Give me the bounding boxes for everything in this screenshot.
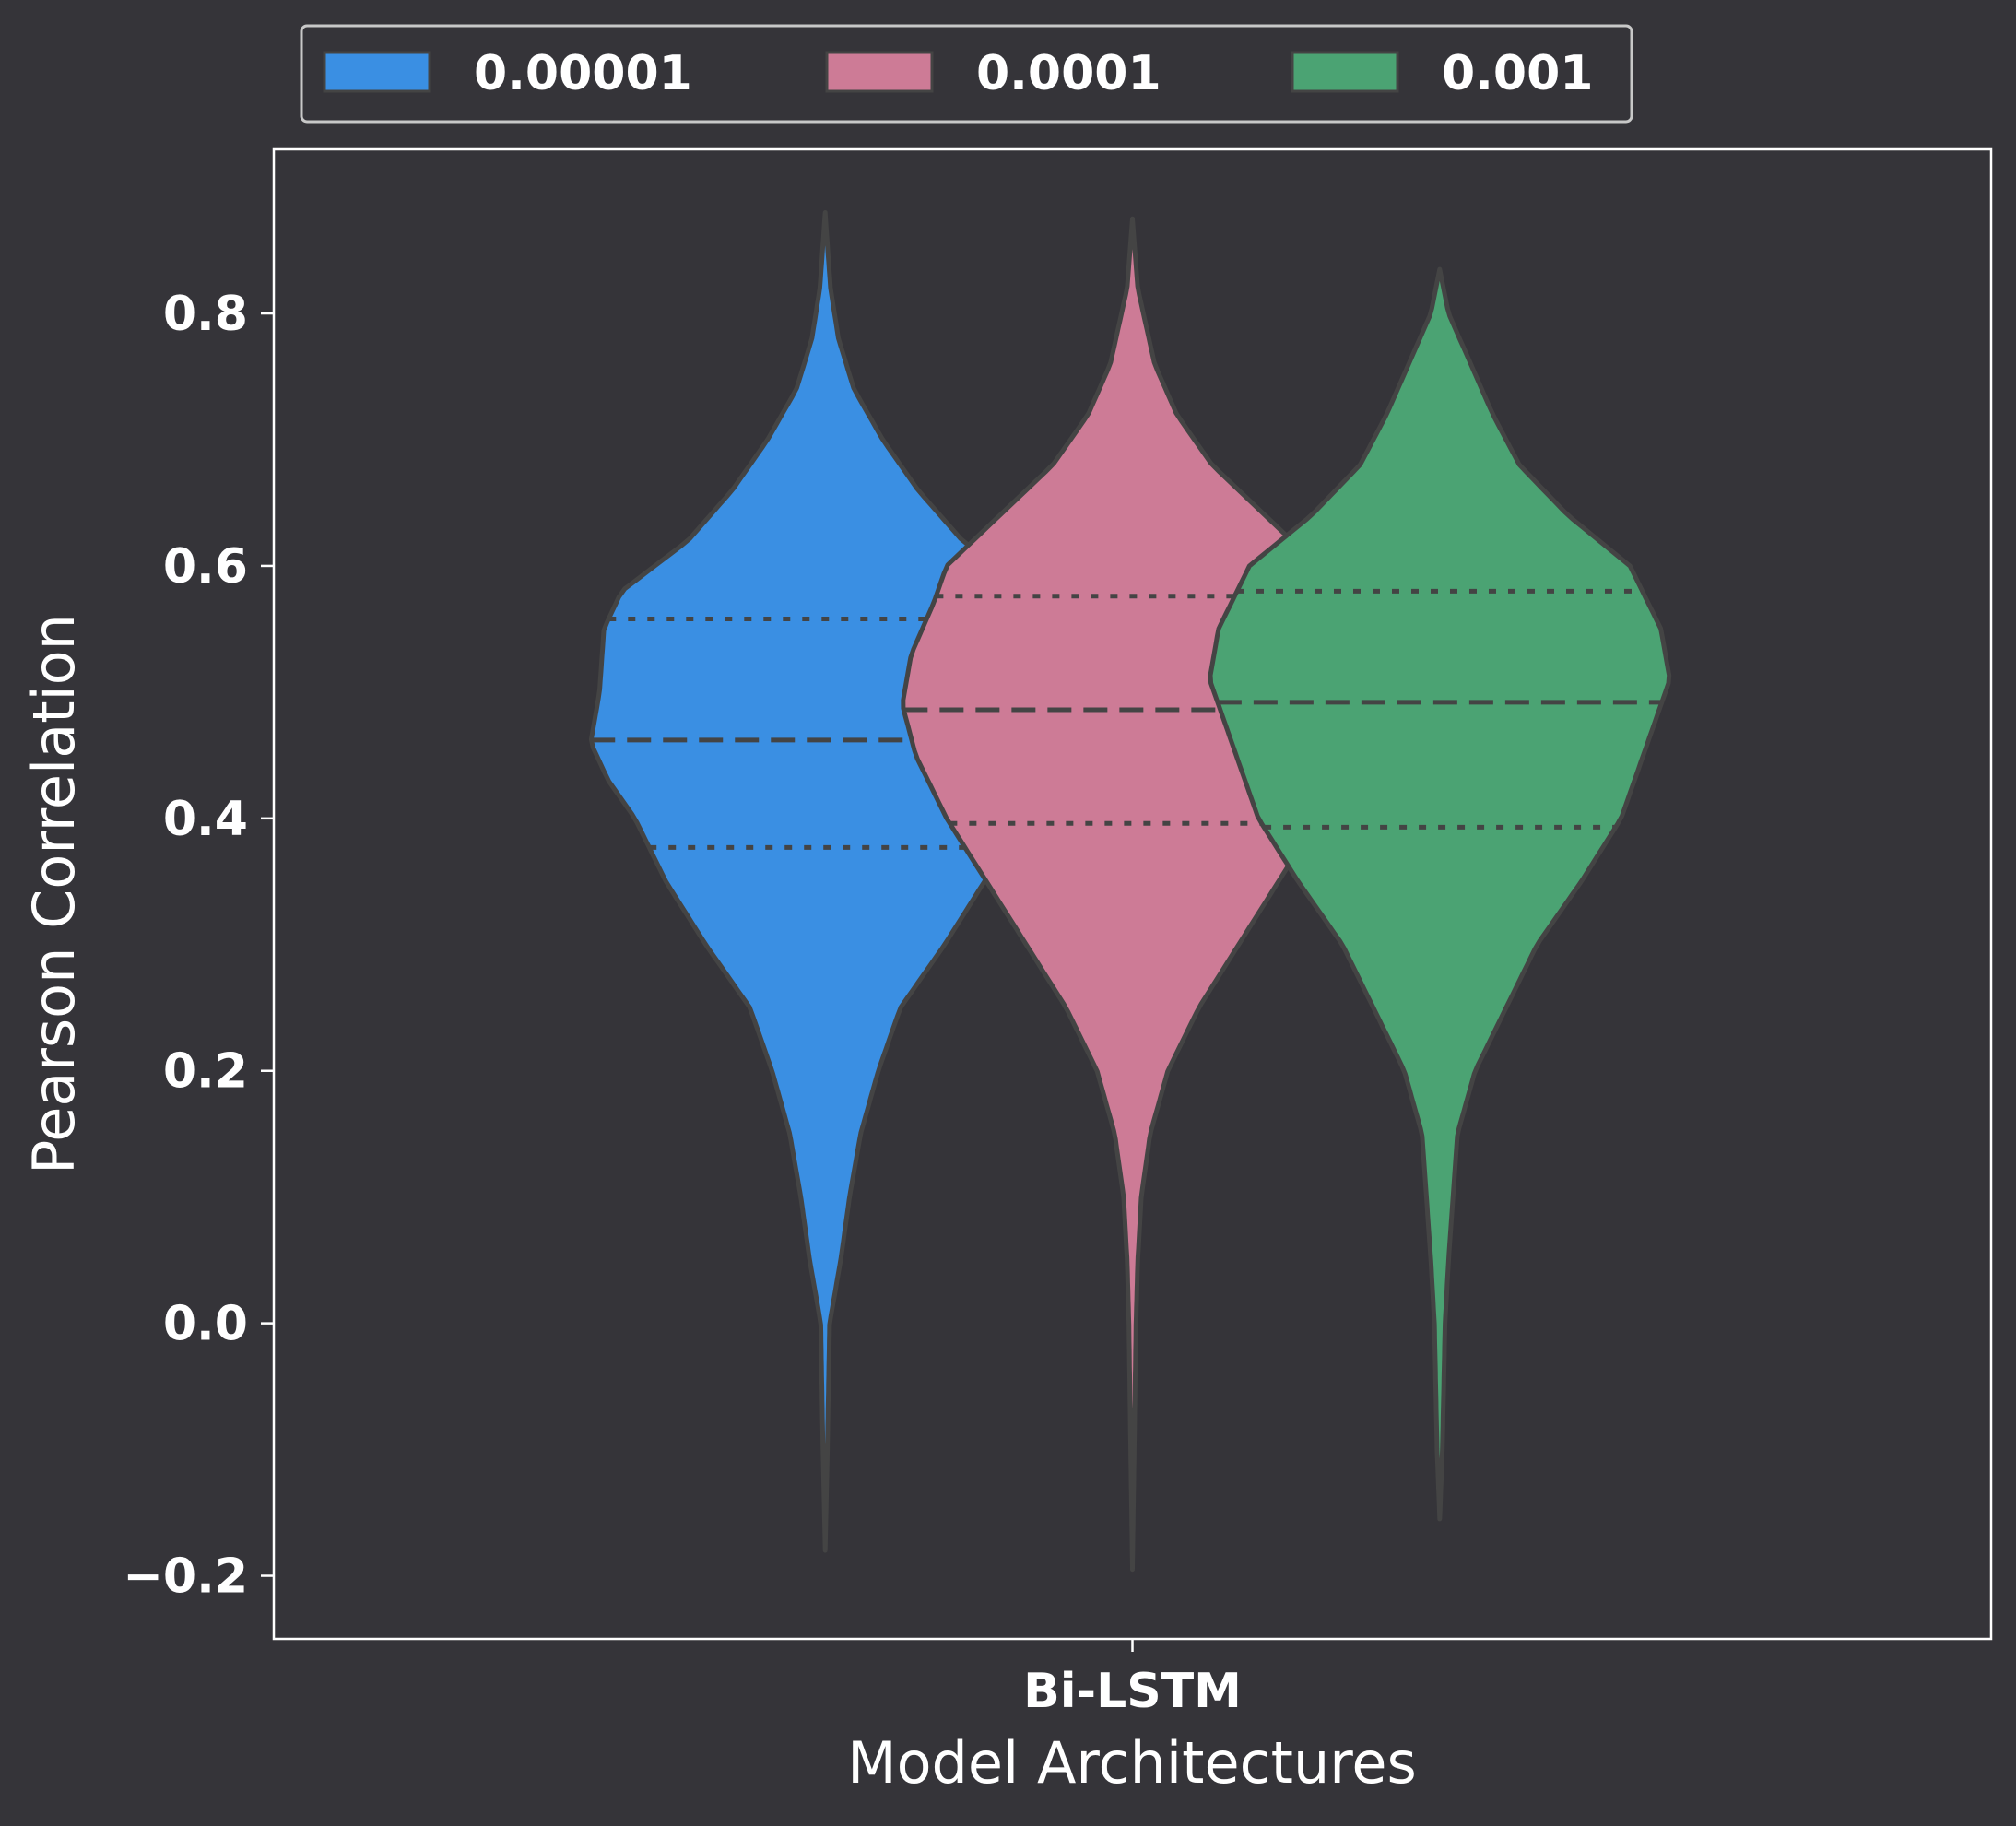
x-tick-label: Bi-LSTM [1023,1664,1242,1719]
violin-body [901,216,1364,1573]
legend-swatch [1291,51,1399,93]
legend: 0.00001 0.0001 0.001 [300,24,1633,124]
y-tick-label: 0.4 [163,792,248,847]
legend-swatch [323,51,431,93]
y-tick-label: 0.2 [163,1044,248,1100]
y-axis-title: Pearson Correlation [20,614,88,1174]
y-axis: −0.2 0.0 0.2 0.4 0.6 0.8 [123,287,274,1605]
y-tick-label: −0.2 [123,1549,248,1605]
violin-0-00001 [588,210,1062,1553]
violin-0-001 [1208,266,1672,1522]
violins [588,210,1672,1573]
legend-label: 0.00001 [474,46,692,101]
legend-label: 0.001 [1442,46,1593,101]
violin-body [1208,266,1672,1522]
legend-frame [300,24,1633,124]
x-axis: Bi-LSTM [1023,1639,1242,1719]
y-tick-label: 0.6 [163,539,248,595]
legend-item: 0.0001 [825,46,1161,101]
legend-item: 0.001 [1291,46,1593,101]
violin-body [588,210,1062,1553]
legend-item: 0.00001 [323,46,692,101]
x-axis-title: Model Architectures [847,1729,1417,1797]
legend-swatch [825,51,934,93]
legend-label: 0.0001 [976,46,1161,101]
y-tick-label: 0.8 [163,287,248,342]
y-tick-label: 0.0 [163,1297,248,1352]
